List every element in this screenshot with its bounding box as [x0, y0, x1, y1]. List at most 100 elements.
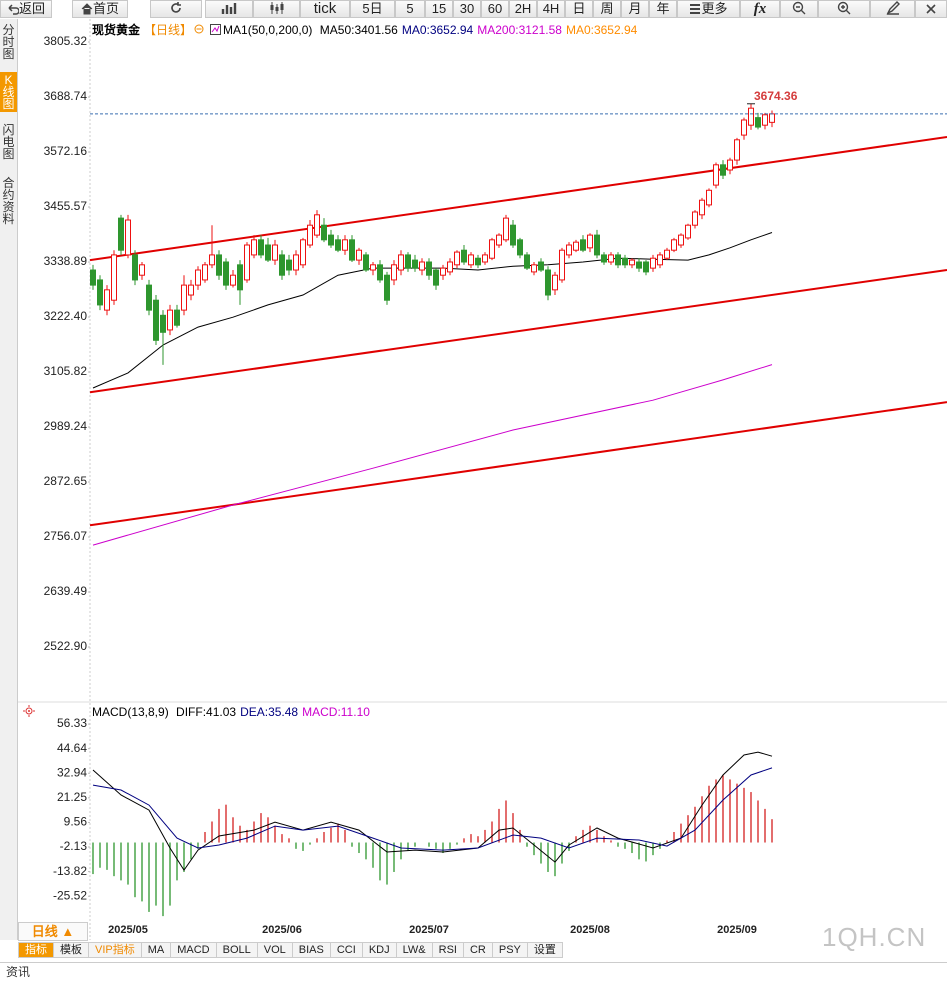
y-tick-label: 9.56 [64, 815, 88, 829]
candle-body [573, 241, 579, 251]
candle-body [209, 254, 215, 266]
candle-body [139, 264, 145, 276]
add-icon[interactable] [194, 24, 204, 34]
x-tick-label: 2025/08 [570, 924, 610, 936]
candle-body [356, 249, 362, 261]
sidebar-item[interactable]: K线图 [0, 72, 17, 112]
candle-body [412, 259, 418, 269]
candle-body [251, 239, 257, 256]
candle-body [153, 299, 159, 341]
period-button[interactable]: 2H [509, 0, 537, 18]
candle-body [552, 274, 558, 291]
indicator-tab[interactable]: KDJ [362, 942, 397, 958]
sidebar-item[interactable]: 闪电图 [2, 123, 15, 161]
indicator-tab[interactable]: BIAS [292, 942, 331, 958]
candle-body [195, 269, 201, 286]
indicator-icon[interactable] [210, 24, 222, 35]
period-button[interactable]: tick [300, 0, 350, 18]
sidebar-item[interactable]: 合约资料 [2, 176, 15, 226]
candle-body [419, 261, 425, 271]
indicator-tab[interactable]: PSY [492, 942, 528, 958]
candle-body [482, 254, 488, 263]
candle-body [300, 239, 306, 266]
period-button[interactable]: 30 [453, 0, 481, 18]
indicator-tab[interactable]: VIP指标 [89, 942, 142, 958]
candle-body [762, 114, 768, 126]
indicator-tab[interactable]: RSI [432, 942, 464, 958]
candle-body [349, 239, 355, 261]
zoom-out-button[interactable] [780, 0, 818, 18]
draw-button[interactable] [870, 0, 915, 18]
more-button[interactable]: 更多 [677, 0, 740, 18]
candle-body [699, 199, 705, 216]
candle-body [398, 254, 404, 271]
candle-body [111, 254, 117, 301]
trend-line [89, 136, 947, 262]
legend-item: DEA:35.48 [240, 705, 299, 719]
y-tick-label: 3572.16 [44, 144, 88, 158]
candle-body [307, 224, 313, 246]
candle-body [272, 244, 278, 261]
indicator-tab[interactable]: 设置 [527, 942, 563, 958]
sidebar-item[interactable]: 分时图 [2, 23, 15, 61]
indicator-tab[interactable]: MA [141, 942, 172, 958]
formula-button[interactable]: fx [740, 0, 780, 18]
zoom-in-button[interactable] [818, 0, 870, 18]
candle-body [181, 284, 187, 311]
candle-body [314, 214, 320, 236]
indicator-tab[interactable]: BOLL [216, 942, 258, 958]
indicator-tab[interactable]: CCI [330, 942, 363, 958]
candle-body [426, 261, 432, 276]
candle-body [594, 234, 600, 256]
candle-body [629, 259, 635, 266]
y-tick-label: 32.94 [57, 765, 87, 779]
candle-body [244, 244, 250, 281]
candle-body [405, 254, 411, 269]
period-button[interactable]: 4H [537, 0, 565, 18]
period-button[interactable]: 日 [565, 0, 593, 18]
close-button[interactable] [915, 0, 947, 18]
indicator-tab[interactable]: CR [463, 942, 493, 958]
period-button[interactable]: 年 [649, 0, 677, 18]
candle-button[interactable] [253, 0, 300, 18]
period-button[interactable]: 月 [621, 0, 649, 18]
candle-body [713, 164, 719, 186]
candle-body [461, 249, 467, 263]
candle-body [321, 224, 327, 241]
button-label: 首页 [92, 1, 119, 16]
y-tick-label: 2522.90 [44, 639, 88, 653]
candle-body [377, 264, 383, 281]
candle-body [643, 261, 649, 273]
refresh-button[interactable] [150, 0, 202, 18]
candle-body [370, 264, 376, 271]
candle-body [188, 284, 194, 296]
indicator-tab[interactable]: LW& [396, 942, 433, 958]
macd-icon [23, 705, 35, 717]
home-button[interactable]: 首页 [72, 0, 128, 18]
ma-line [92, 364, 773, 546]
period-button[interactable]: 5 [395, 0, 425, 18]
high-label: 3674.36 [754, 89, 798, 103]
y-tick-label: 3105.82 [44, 364, 88, 378]
candle-body [671, 239, 677, 251]
back-button[interactable]: 返回 [0, 0, 52, 18]
period-button[interactable]: 5日 [350, 0, 395, 18]
footer-tab[interactable]: 资讯 [6, 965, 31, 979]
candle-body [559, 249, 565, 281]
period-selector[interactable]: 日线 ▲ [18, 922, 88, 941]
candle-body [496, 234, 502, 246]
period-button[interactable]: 15 [425, 0, 453, 18]
macd-line [92, 767, 773, 851]
indicator-tab[interactable]: 模板 [54, 942, 89, 958]
indicator-tab[interactable]: MACD [171, 942, 217, 958]
candle-body [223, 261, 229, 286]
chart-button[interactable] [205, 0, 253, 18]
candle-body [503, 217, 509, 241]
candle-body [468, 254, 474, 266]
period-button[interactable]: 周 [593, 0, 621, 18]
candle-body [391, 264, 397, 281]
indicator-tab[interactable]: VOL [257, 942, 293, 958]
indicator-tab[interactable]: 指标 [18, 942, 54, 958]
legend-item: MA200:3121.58 [477, 23, 562, 37]
period-button[interactable]: 60 [481, 0, 509, 18]
